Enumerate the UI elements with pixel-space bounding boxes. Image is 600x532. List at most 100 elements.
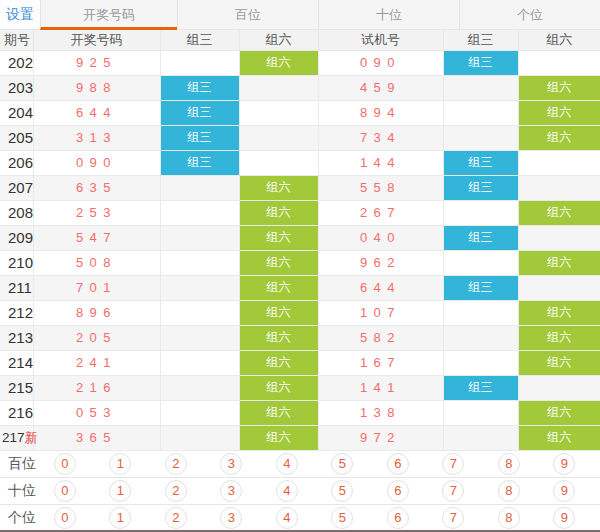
digit-circle[interactable]: 6 [387,507,409,529]
settings-link[interactable]: 设置 [0,0,40,30]
tab-units[interactable]: 个位 [459,0,600,30]
digit-circle[interactable]: 1 [109,480,131,502]
digit-row-label: 百位 [8,455,37,473]
table-row: 207635组六558组三 [0,175,600,200]
empty-cell [443,100,518,125]
digit-circle[interactable]: 4 [276,480,298,502]
table-row: 212896组六107组六 [0,300,600,325]
test-number: 144 [318,150,443,175]
digit-circle[interactable]: 0 [54,507,76,529]
zu3-badge: 组三 [443,375,518,400]
digit-row: 个位0123456789 [0,505,600,531]
digit-circle[interactable]: 7 [442,480,464,502]
digit-circle[interactable]: 5 [331,480,353,502]
zu3-badge: 组三 [443,50,518,75]
empty-cell [443,200,518,225]
digit-row-label: 十位 [8,482,37,500]
digit-circle[interactable]: 3 [220,453,242,475]
empty-cell [160,425,239,450]
zu3-badge: 组三 [443,225,518,250]
zu6-badge: 组六 [518,75,600,100]
digit-circle[interactable]: 0 [54,453,76,475]
empty-cell [160,400,239,425]
digit-circle[interactable]: 8 [498,480,520,502]
table-row: 215216组六141组三 [0,375,600,400]
empty-cell [239,100,318,125]
empty-cell [239,75,318,100]
digit-circle[interactable]: 0 [54,480,76,502]
new-flag: 新 [25,430,38,445]
digit-circle[interactable]: 4 [276,507,298,529]
lottery-number: 253 [33,200,160,225]
test-number: 090 [318,50,443,75]
zu6-badge: 组六 [518,350,600,375]
zu6-badge: 组六 [518,250,600,275]
lottery-number: 988 [33,75,160,100]
empty-cell [518,275,600,300]
lottery-number: 241 [33,350,160,375]
digit-circle[interactable]: 5 [331,453,353,475]
col-header: 试机号 [318,30,443,50]
tab-lottery-numbers[interactable]: 开奖号码 [40,0,177,30]
digit-circle[interactable]: 1 [109,507,131,529]
digit-circle[interactable]: 8 [498,453,520,475]
tab-tens[interactable]: 十位 [318,0,459,30]
zu3-badge: 组三 [443,150,518,175]
digit-circle[interactable]: 5 [331,507,353,529]
empty-cell [443,350,518,375]
zu3-badge: 组三 [160,100,239,125]
col-header: 组三 [443,30,518,50]
tab-hundreds[interactable]: 百位 [177,0,318,30]
table-row: 210508组六962组六 [0,250,600,275]
digit-circle[interactable]: 3 [220,480,242,502]
empty-cell [443,75,518,100]
empty-cell [518,150,600,175]
lottery-number: 925 [33,50,160,75]
digit-circle[interactable]: 2 [165,453,187,475]
empty-cell [443,250,518,275]
empty-cell [518,225,600,250]
zu6-badge: 组六 [239,175,318,200]
test-number: 138 [318,400,443,425]
digit-circle[interactable]: 1 [109,453,131,475]
lottery-number: 701 [33,275,160,300]
digit-circle[interactable]: 6 [387,453,409,475]
test-number: 972 [318,425,443,450]
empty-cell [239,125,318,150]
period-cell: 208 [0,200,33,225]
zu6-badge: 组六 [518,300,600,325]
zu6-badge: 组六 [518,200,600,225]
table-row: 205313组三734组六 [0,125,600,150]
empty-cell [239,150,318,175]
zu6-badge: 组六 [239,325,318,350]
digit-circle[interactable]: 2 [165,480,187,502]
empty-cell [443,400,518,425]
lottery-number: 896 [33,300,160,325]
digit-circle[interactable]: 4 [276,453,298,475]
digit-circle[interactable]: 8 [498,507,520,529]
test-number: 644 [318,275,443,300]
digit-circle[interactable]: 9 [553,480,575,502]
period-cell: 211 [0,275,33,300]
empty-cell [443,325,518,350]
empty-cell [160,275,239,300]
empty-cell [518,175,600,200]
col-header: 组六 [239,30,318,50]
empty-cell [443,125,518,150]
zu6-badge: 组六 [518,400,600,425]
period-cell: 212 [0,300,33,325]
digit-circle[interactable]: 7 [442,507,464,529]
digit-circle[interactable]: 9 [553,453,575,475]
zu6-badge: 组六 [518,425,600,450]
col-header: 组三 [160,30,239,50]
empty-cell [518,50,600,75]
digit-circle[interactable]: 7 [442,453,464,475]
digit-circle[interactable]: 3 [220,507,242,529]
empty-cell [160,225,239,250]
lottery-number: 547 [33,225,160,250]
test-number: 040 [318,225,443,250]
lottery-number: 090 [33,150,160,175]
digit-circle[interactable]: 9 [553,507,575,529]
digit-circle[interactable]: 2 [165,507,187,529]
digit-circle[interactable]: 6 [387,480,409,502]
